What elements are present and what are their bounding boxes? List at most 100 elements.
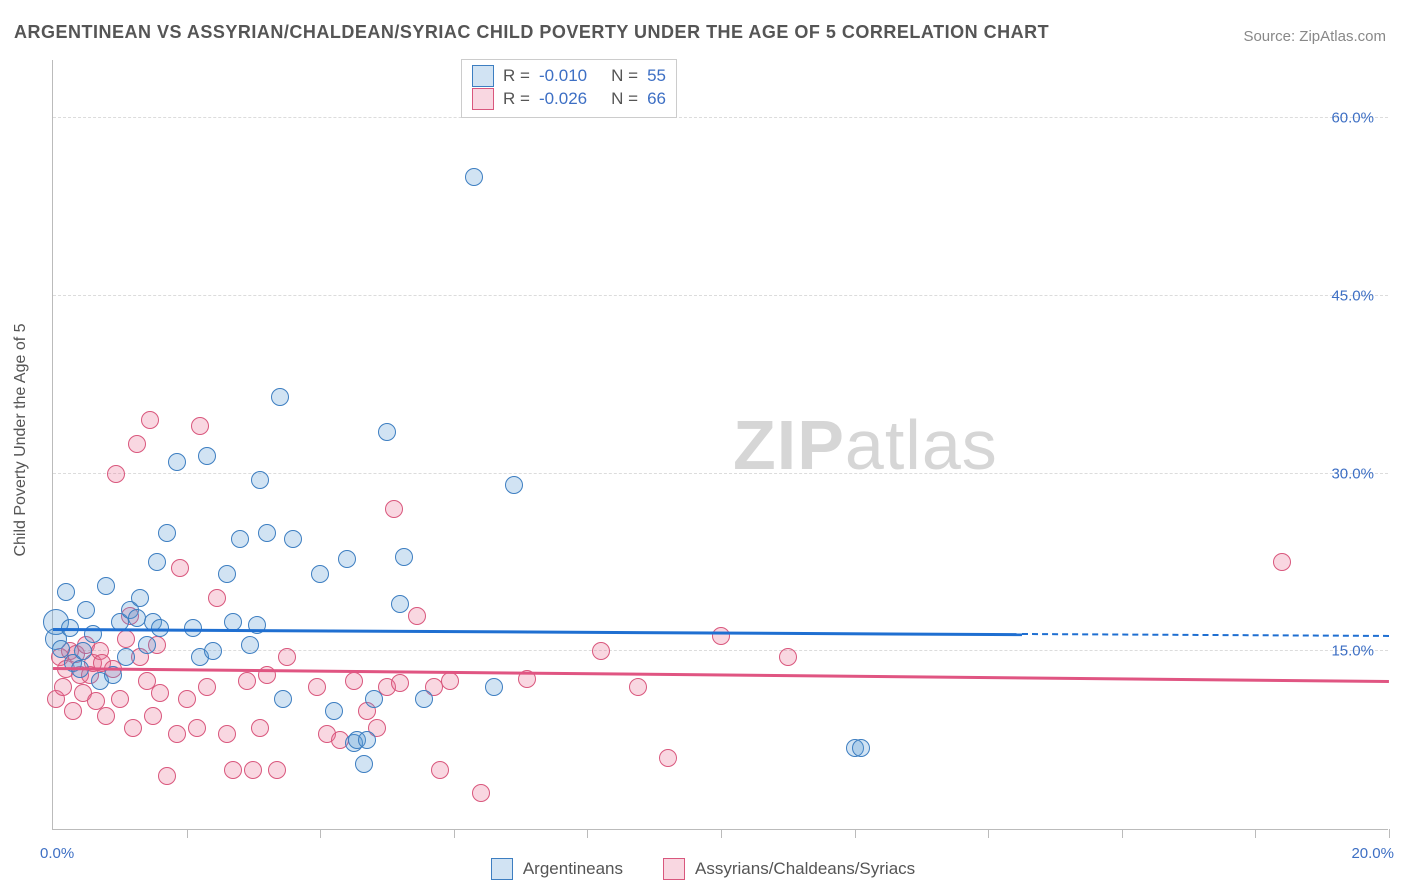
scatter-point-a (251, 471, 269, 489)
scatter-point-b (141, 411, 159, 429)
scatter-point-b (1273, 553, 1291, 571)
scatter-point-b (345, 672, 363, 690)
gridline-h (53, 117, 1388, 118)
bottom-legend: Argentineans Assyrians/Chaldeans/Syriacs (0, 858, 1406, 880)
scatter-point-a (218, 565, 236, 583)
r-value-b: -0.026 (539, 89, 587, 109)
y-tick-label: 60.0% (1331, 110, 1374, 127)
scatter-point-a (131, 589, 149, 607)
scatter-point-a (74, 642, 92, 660)
stats-row-b: R = -0.026 N = 66 (472, 88, 666, 110)
scatter-point-a (358, 731, 376, 749)
scatter-point-b (592, 642, 610, 660)
x-tick (587, 829, 588, 838)
scatter-point-b (128, 435, 146, 453)
n-label-b: N = (611, 89, 638, 109)
gridline-h (53, 295, 1388, 296)
y-tick-label: 15.0% (1331, 643, 1374, 660)
x-tick (1389, 829, 1390, 838)
scatter-point-b (779, 648, 797, 666)
y-tick-label: 45.0% (1331, 287, 1374, 304)
scatter-point-b (198, 678, 216, 696)
scatter-point-a (311, 565, 329, 583)
plot-area: ZIPatlas R = -0.010 N = 55 R = -0.026 N … (52, 60, 1388, 830)
scatter-point-b (308, 678, 326, 696)
scatter-point-b (124, 719, 142, 737)
stats-legend: R = -0.010 N = 55 R = -0.026 N = 66 (461, 59, 677, 118)
scatter-point-a (77, 601, 95, 619)
scatter-point-b (278, 648, 296, 666)
scatter-point-a (97, 577, 115, 595)
scatter-point-a (338, 550, 356, 568)
x-tick (721, 829, 722, 838)
legend-label-b: Assyrians/Chaldeans/Syriacs (695, 859, 915, 879)
scatter-point-b (97, 707, 115, 725)
scatter-point-b (431, 761, 449, 779)
scatter-point-a (325, 702, 343, 720)
scatter-point-b (178, 690, 196, 708)
scatter-point-a (365, 690, 383, 708)
scatter-point-a (148, 553, 166, 571)
x-tick (320, 829, 321, 838)
scatter-point-a (231, 530, 249, 548)
swatch-a (472, 65, 494, 87)
y-axis-label: Child Poverty Under the Age of 5 (12, 323, 30, 556)
scatter-point-b (208, 589, 226, 607)
swatch-b (472, 88, 494, 110)
r-label-a: R = (503, 66, 530, 86)
scatter-point-a (274, 690, 292, 708)
stats-row-a: R = -0.010 N = 55 (472, 65, 666, 87)
scatter-point-b (441, 672, 459, 690)
scatter-point-a (241, 636, 259, 654)
scatter-point-b (191, 417, 209, 435)
scatter-point-a (57, 583, 75, 601)
scatter-point-a (852, 739, 870, 757)
scatter-point-a (258, 524, 276, 542)
scatter-point-b (238, 672, 256, 690)
x-tick (988, 829, 989, 838)
scatter-point-b (168, 725, 186, 743)
scatter-point-a (355, 755, 373, 773)
x-tick (187, 829, 188, 838)
scatter-point-a (395, 548, 413, 566)
scatter-point-b (385, 500, 403, 518)
scatter-point-b (171, 559, 189, 577)
scatter-point-b (107, 465, 125, 483)
x-tick-label-20: 20.0% (1351, 845, 1394, 862)
scatter-point-a (138, 636, 156, 654)
scatter-point-a (117, 648, 135, 666)
scatter-point-b (251, 719, 269, 737)
scatter-point-b (408, 607, 426, 625)
scatter-point-a (158, 524, 176, 542)
chart-title: ARGENTINEAN VS ASSYRIAN/CHALDEAN/SYRIAC … (14, 22, 1049, 43)
scatter-point-a (465, 168, 483, 186)
scatter-point-b (151, 684, 169, 702)
scatter-point-b (111, 690, 129, 708)
scatter-point-a (168, 453, 186, 471)
scatter-point-b (472, 784, 490, 802)
scatter-point-a (198, 447, 216, 465)
y-tick-label: 30.0% (1331, 465, 1374, 482)
scatter-point-a (378, 423, 396, 441)
scatter-point-b (64, 702, 82, 720)
scatter-point-b (391, 674, 409, 692)
scatter-point-b (218, 725, 236, 743)
x-tick (855, 829, 856, 838)
scatter-point-b (117, 630, 135, 648)
scatter-point-a (284, 530, 302, 548)
x-tick-label-0: 0.0% (40, 845, 74, 862)
source-label: Source: ZipAtlas.com (1243, 28, 1386, 45)
n-value-b: 66 (647, 89, 666, 109)
x-tick (454, 829, 455, 838)
legend-item-a: Argentineans (491, 858, 623, 880)
legend-swatch-b (663, 858, 685, 880)
legend-swatch-a (491, 858, 513, 880)
scatter-point-b (224, 761, 242, 779)
scatter-point-a (128, 609, 146, 627)
scatter-point-b (629, 678, 647, 696)
x-tick (1255, 829, 1256, 838)
scatter-point-b (268, 761, 286, 779)
scatter-point-a (391, 595, 409, 613)
r-label-b: R = (503, 89, 530, 109)
scatter-point-b (144, 707, 162, 725)
